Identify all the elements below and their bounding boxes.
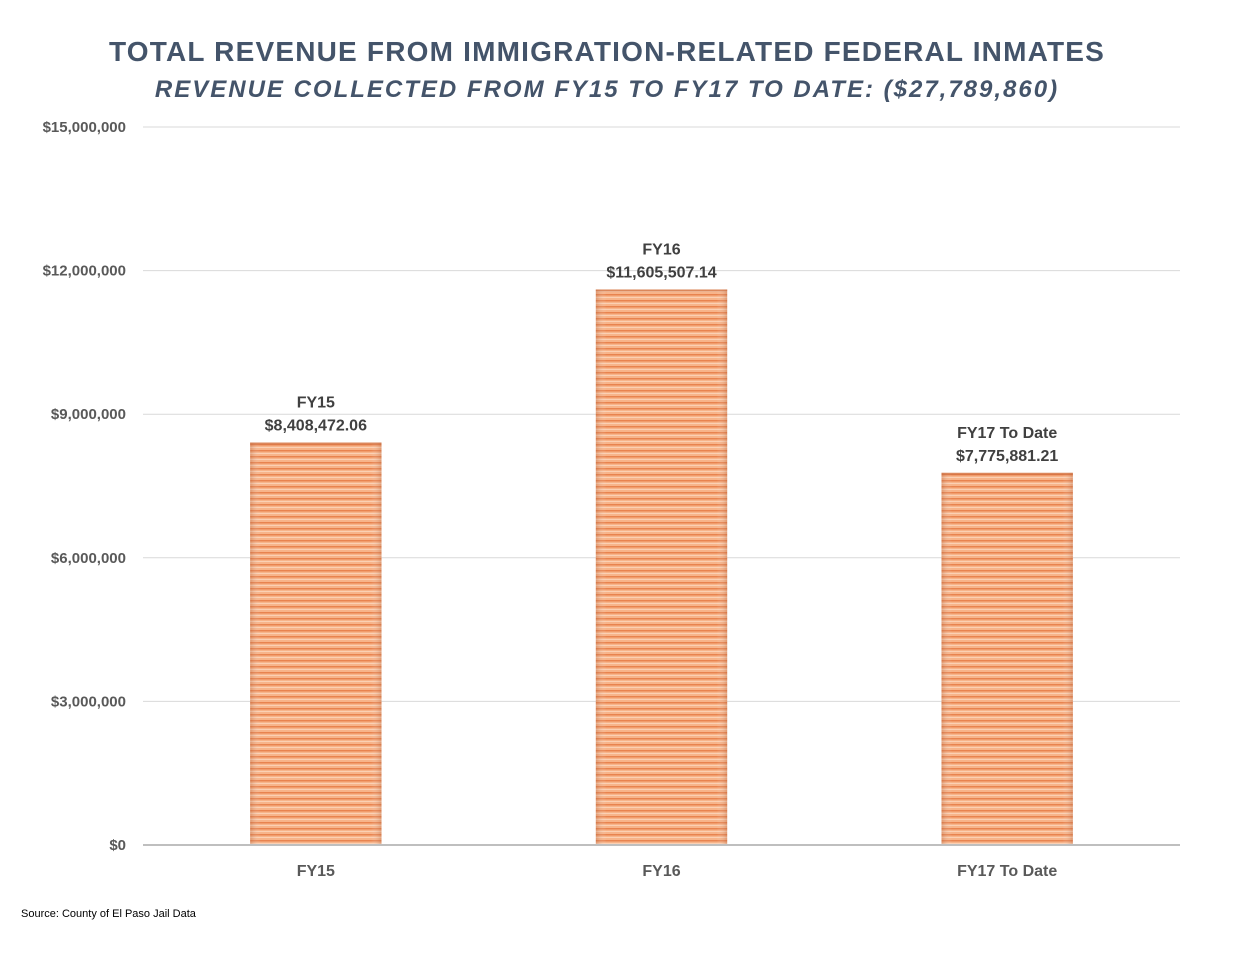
x-category-label: FY15 [297,863,335,880]
x-axis-category-labels: FY15 FY16 FY17 To Date [297,863,1058,880]
y-tick-label: $9,000,000 [51,406,126,423]
data-label-category: FY17 To Date [957,425,1057,442]
bar-shade [941,472,1073,845]
bar-top-edge [250,442,382,445]
y-tick-label: $6,000,000 [51,550,126,567]
bar-fy17-to-date [941,472,1073,845]
bar-fy15 [250,442,382,845]
data-label-value: $11,605,507.14 [606,264,716,281]
chart-title: TOTAL REVENUE FROM IMMIGRATION-RELATED F… [108,36,1106,67]
data-label-value: $8,408,472.06 [265,418,367,435]
bar-fy16 [595,289,728,846]
source-note: Source: County of El Paso Jail Data [21,908,196,920]
y-axis-tick-labels: $0 $3,000,000 $6,000,000 $9,000,000 $12,000,… [43,119,126,854]
data-labels: FY15 $8,408,472.06 FY16 $11,605,507.14 FY17 … [265,241,1059,464]
x-category-label: FY16 [642,863,680,880]
x-category-label: FY17 To Date [957,863,1057,880]
bar-top-edge [941,472,1073,475]
data-label-category: FY15 [297,395,335,412]
y-tick-label: $0 [109,837,126,854]
y-tick-label: $3,000,000 [51,693,126,710]
y-tick-label: $15,000,000 [43,119,126,136]
data-label-value: $7,775,881.21 [956,448,1058,465]
bar-shade [595,289,728,846]
data-label-category: FY16 [642,241,680,258]
bars [250,289,1073,846]
y-tick-label: $12,000,000 [43,263,126,280]
bar-shade [250,442,382,845]
chart-subtitle: REVENUE COLLECTED FROM FY15 TO FY17 TO D… [154,76,1060,103]
bar-top-edge [595,289,728,292]
